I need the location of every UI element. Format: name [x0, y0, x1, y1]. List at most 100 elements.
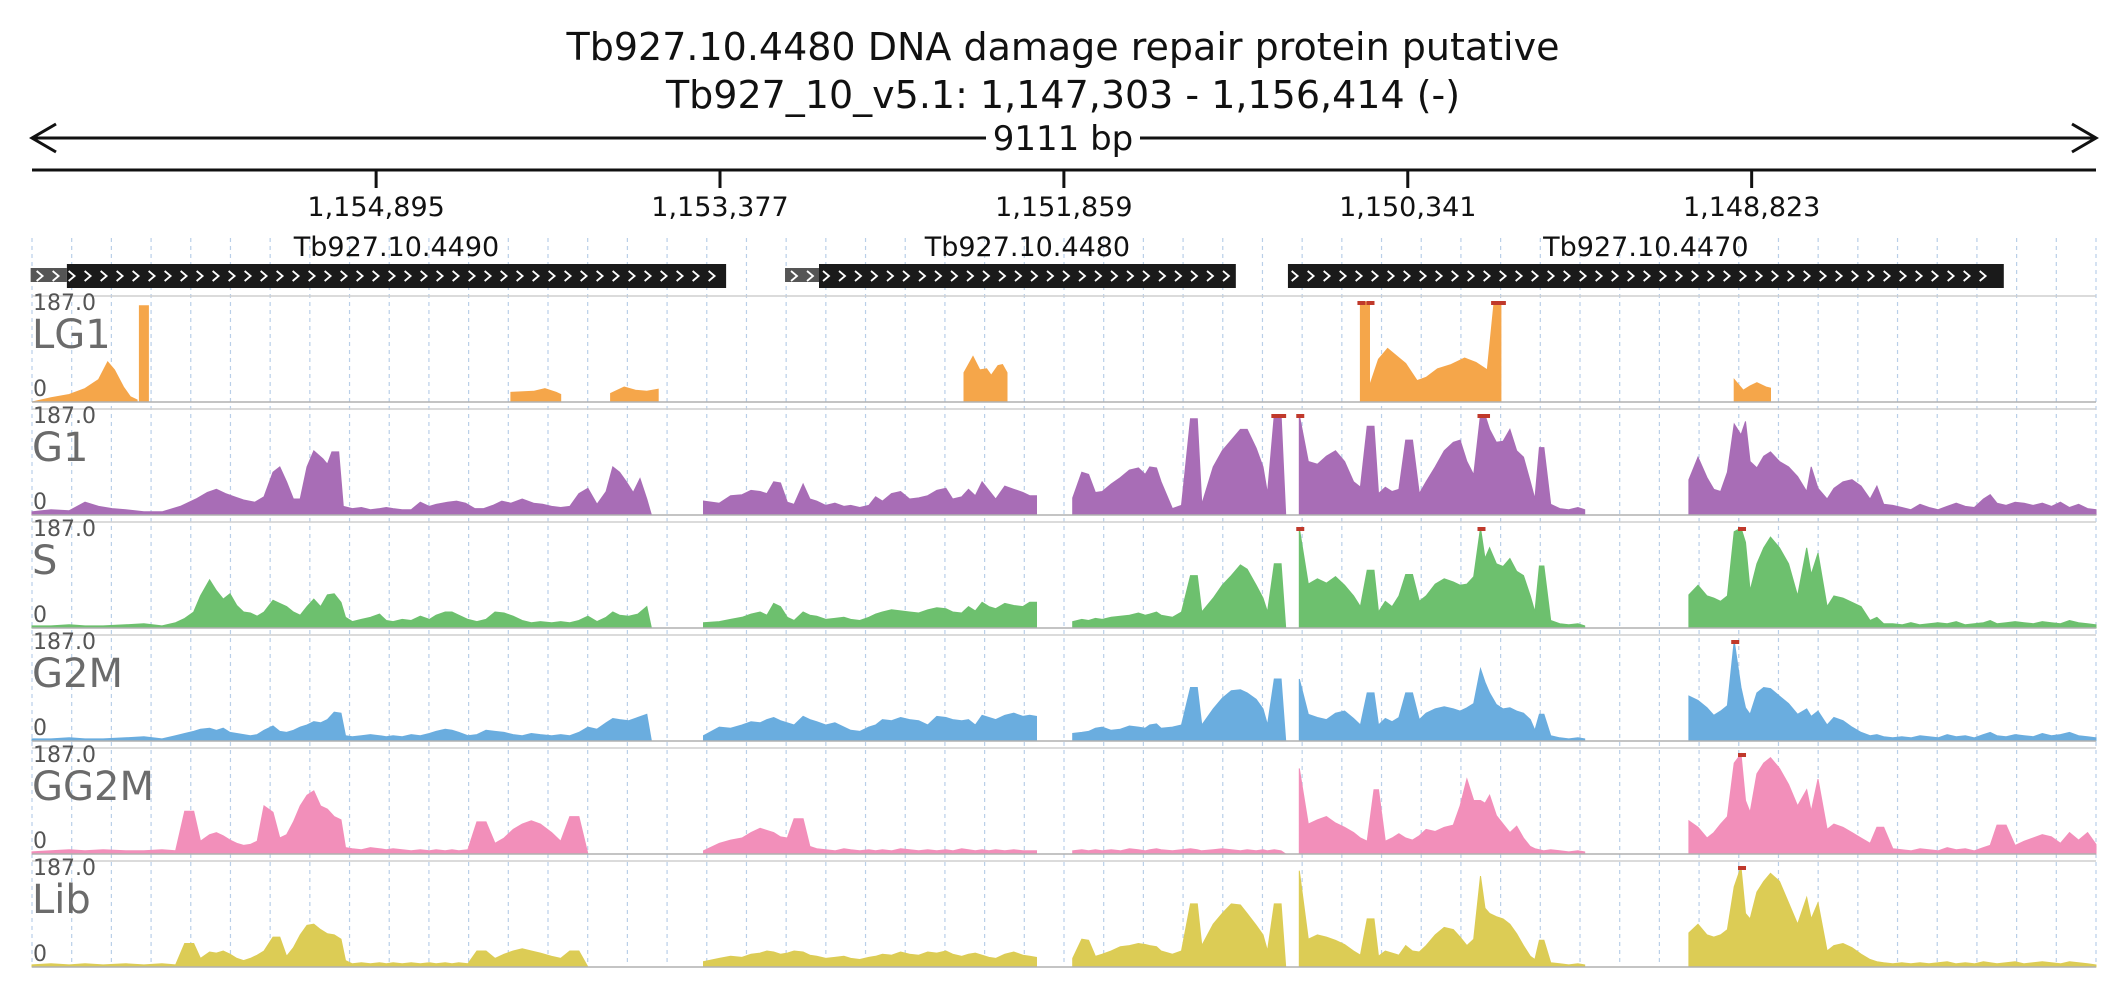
coverage-area	[1688, 527, 2097, 629]
coverage-area	[1072, 563, 1287, 629]
track-g1: 187.0 0 G1	[31, 404, 2097, 516]
coverage-area	[963, 355, 1008, 403]
strand-arrow-icon	[244, 270, 253, 282]
strand-arrow-icon	[1307, 270, 1316, 282]
track-scale-max: 187.0	[33, 404, 96, 429]
strand-arrow-icon	[1046, 270, 1055, 282]
coverage-area	[1298, 768, 1586, 855]
strand-arrow-icon	[324, 270, 333, 282]
strand-arrow-icon	[1899, 270, 1908, 282]
strand-arrow-icon	[1206, 270, 1215, 282]
strand-arrow-icon	[966, 270, 975, 282]
strand-arrow-icon	[1819, 270, 1828, 282]
strand-arrow-icon	[1787, 270, 1796, 282]
clip-marker	[1477, 527, 1486, 531]
strand-arrow-icon	[1483, 270, 1492, 282]
strand-arrow-icon	[1467, 270, 1476, 282]
strand-arrow-icon	[950, 270, 959, 282]
strand-arrow-icon	[116, 270, 125, 282]
strand-arrow-icon	[806, 270, 815, 282]
strand-arrow-icon	[308, 270, 317, 282]
gene-annotation-track: Tb927.10.4490 Tb927.10.4480 Tb927.10.4470	[30, 232, 2004, 288]
strand-arrow-icon	[1771, 270, 1780, 282]
strand-arrow-icon	[36, 270, 45, 282]
track-s: 187.0 0 S	[31, 517, 2097, 629]
coverage-area	[31, 578, 653, 629]
strand-arrow-icon	[484, 270, 493, 282]
coverage-area	[703, 480, 1037, 516]
gene-body	[1287, 264, 2004, 288]
track-lib: 187.0 0 Lib	[31, 856, 2097, 968]
strand-arrow-icon	[1174, 270, 1183, 282]
track-scale-min: 0	[33, 716, 47, 741]
strand-arrow-icon	[708, 270, 717, 282]
strand-arrow-icon	[292, 270, 301, 282]
axis-tick-label: 1,154,895	[307, 192, 444, 223]
strand-arrow-icon	[1803, 270, 1812, 282]
strand-arrow-icon	[1515, 270, 1524, 282]
strand-arrow-icon	[1643, 270, 1652, 282]
clip-marker	[1357, 301, 1366, 305]
strand-arrow-icon	[1014, 270, 1023, 282]
strand-arrow-icon	[1963, 270, 1972, 282]
strand-arrow-icon	[934, 270, 943, 282]
track-name: LG1	[32, 312, 111, 358]
strand-arrow-icon	[886, 270, 895, 282]
strand-arrow-icon	[982, 270, 991, 282]
coverage-area	[1688, 866, 2097, 968]
track-scale-min: 0	[33, 829, 47, 854]
strand-arrow-icon	[1190, 270, 1199, 282]
strand-arrow-icon	[902, 270, 911, 282]
gene-body	[66, 264, 727, 288]
track-scale-max: 187.0	[33, 517, 96, 542]
strand-arrow-icon	[532, 270, 541, 282]
strand-arrow-icon	[148, 270, 157, 282]
strand-arrow-icon	[870, 270, 879, 282]
strand-arrow-icon	[340, 270, 349, 282]
strand-arrow-icon	[1419, 270, 1428, 282]
clip-marker	[1738, 527, 1747, 531]
strand-arrow-icon	[790, 270, 799, 282]
locus-subtitle: Tb927_10_v5.1: 1,147,303 - 1,156,414 (-)	[665, 73, 1460, 117]
coverage-area	[703, 712, 1037, 742]
strand-arrow-icon	[1158, 270, 1167, 282]
strand-arrow-icon	[580, 270, 589, 282]
coverage-tracks: 187.00LG1187.00G1187.00S187.00G2M187.00G…	[31, 291, 2097, 968]
strand-arrow-icon	[838, 270, 847, 282]
strand-arrow-icon	[676, 270, 685, 282]
strand-arrow-icon	[276, 270, 285, 282]
track-scale-min: 0	[33, 603, 47, 628]
strand-arrow-icon	[1062, 270, 1071, 282]
strand-arrow-icon	[1723, 270, 1732, 282]
track-scale-max: 187.0	[33, 291, 96, 316]
track-name: GG2M	[32, 764, 154, 810]
clip-marker	[1497, 301, 1506, 305]
strand-arrow-icon	[1110, 270, 1119, 282]
axis-tick-label: 1,153,377	[651, 192, 788, 223]
strand-arrow-icon	[228, 270, 237, 282]
gene-label: Tb927.10.4470	[1542, 232, 1748, 263]
coordinate-axis-ticks: 1,154,895 1,153,377 1,151,859 1,150,341 1,14…	[307, 170, 1820, 223]
strand-arrow-icon	[1627, 270, 1636, 282]
coverage-area	[1688, 421, 2097, 516]
strand-arrow-icon	[612, 270, 621, 282]
utr-leader	[30, 268, 67, 282]
strand-arrow-icon	[1979, 270, 1988, 282]
clip-marker	[1738, 866, 1747, 870]
strand-arrow-icon	[468, 270, 477, 282]
clip-marker	[1278, 414, 1287, 418]
clip-marker	[1366, 301, 1375, 305]
coverage-area	[1072, 414, 1287, 516]
strand-arrow-icon	[1915, 270, 1924, 282]
coverage-area	[31, 449, 653, 516]
strand-arrow-icon	[1030, 270, 1039, 282]
track-scale-min: 0	[33, 377, 47, 402]
strand-arrow-icon	[1078, 270, 1087, 282]
strand-arrow-icon	[1451, 270, 1460, 282]
coverage-area	[1688, 752, 2097, 855]
coverage-area	[31, 790, 589, 855]
coverage-area	[703, 950, 1037, 968]
strand-arrow-icon	[1691, 270, 1700, 282]
clip-marker	[1731, 640, 1740, 644]
